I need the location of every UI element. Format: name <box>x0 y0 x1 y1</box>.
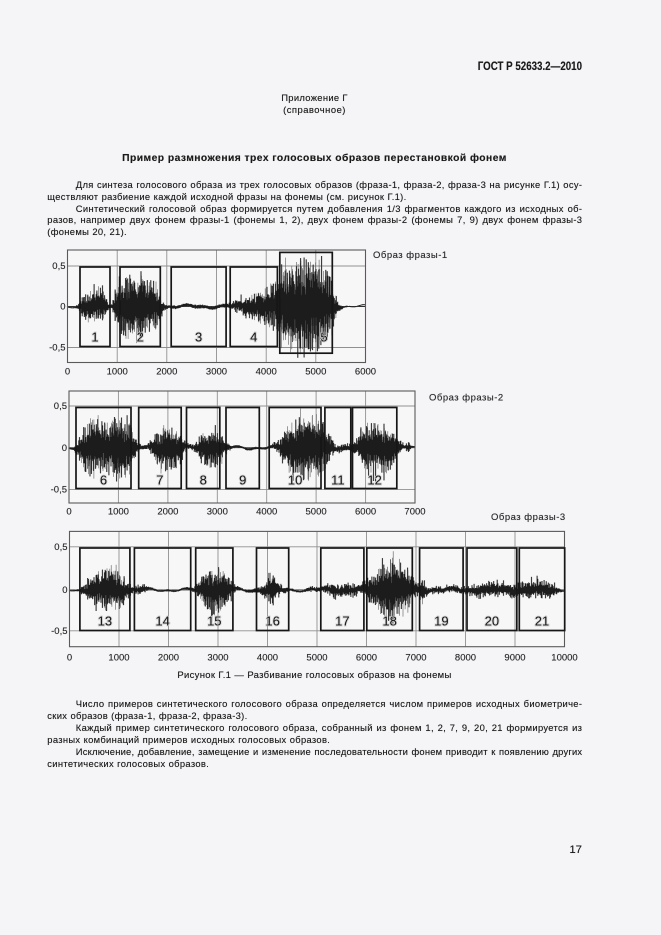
svg-text:12: 12 <box>367 473 381 488</box>
svg-text:9000: 9000 <box>504 653 525 664</box>
svg-text:18: 18 <box>382 614 396 629</box>
svg-text:2000: 2000 <box>156 367 177 378</box>
svg-text:8000: 8000 <box>455 653 476 664</box>
svg-text:2000: 2000 <box>158 653 179 664</box>
svg-text:4000: 4000 <box>256 507 277 518</box>
svg-text:6000: 6000 <box>356 653 377 664</box>
svg-text:4: 4 <box>250 330 257 345</box>
svg-text:10000: 10000 <box>551 653 577 664</box>
svg-text:21: 21 <box>535 614 549 629</box>
svg-text:0,5: 0,5 <box>54 401 67 412</box>
svg-text:-0,5: -0,5 <box>49 343 65 354</box>
svg-text:15: 15 <box>207 614 221 629</box>
svg-text:4000: 4000 <box>256 367 277 378</box>
svg-text:6: 6 <box>100 473 107 488</box>
svg-text:4000: 4000 <box>257 653 278 664</box>
svg-text:Образ фразы-2: Образ фразы-2 <box>429 392 504 403</box>
svg-text:14: 14 <box>155 614 169 629</box>
svg-text:10: 10 <box>288 473 302 488</box>
svg-text:3000: 3000 <box>207 653 228 664</box>
svg-text:8: 8 <box>200 473 207 488</box>
svg-text:0,5: 0,5 <box>54 542 67 553</box>
svg-text:5000: 5000 <box>305 367 326 378</box>
svg-text:0: 0 <box>62 443 67 454</box>
svg-text:11: 11 <box>331 473 345 488</box>
svg-text:9: 9 <box>239 473 246 488</box>
svg-text:19: 19 <box>434 614 448 629</box>
svg-text:17: 17 <box>335 614 349 629</box>
svg-text:0: 0 <box>67 653 72 664</box>
svg-text:2000: 2000 <box>157 507 178 518</box>
svg-text:3000: 3000 <box>207 507 228 518</box>
svg-text:-0,5: -0,5 <box>51 626 67 637</box>
svg-text:0: 0 <box>62 585 67 596</box>
svg-text:7000: 7000 <box>404 507 425 518</box>
svg-text:0: 0 <box>66 507 71 518</box>
svg-text:1000: 1000 <box>108 507 129 518</box>
svg-text:13: 13 <box>98 614 112 629</box>
svg-text:7: 7 <box>156 473 163 488</box>
svg-text:3: 3 <box>195 330 202 345</box>
svg-text:16: 16 <box>265 614 279 629</box>
svg-text:1000: 1000 <box>107 367 128 378</box>
svg-text:5000: 5000 <box>306 653 327 664</box>
svg-text:2: 2 <box>137 330 144 345</box>
svg-text:1000: 1000 <box>108 653 129 664</box>
svg-text:5: 5 <box>320 330 327 345</box>
svg-text:6000: 6000 <box>355 507 376 518</box>
svg-text:3000: 3000 <box>206 367 227 378</box>
svg-text:0: 0 <box>65 367 70 378</box>
svg-text:Образ фразы-3: Образ фразы-3 <box>491 512 566 523</box>
svg-text:Образ фразы-1: Образ фразы-1 <box>373 250 448 261</box>
svg-text:7000: 7000 <box>405 653 426 664</box>
svg-text:5000: 5000 <box>306 507 327 518</box>
svg-text:-0,5: -0,5 <box>51 485 67 496</box>
svg-text:6000: 6000 <box>355 367 376 378</box>
svg-text:20: 20 <box>485 614 499 629</box>
svg-text:0: 0 <box>60 302 65 313</box>
svg-text:0,5: 0,5 <box>52 261 65 272</box>
svg-text:1: 1 <box>91 330 98 345</box>
